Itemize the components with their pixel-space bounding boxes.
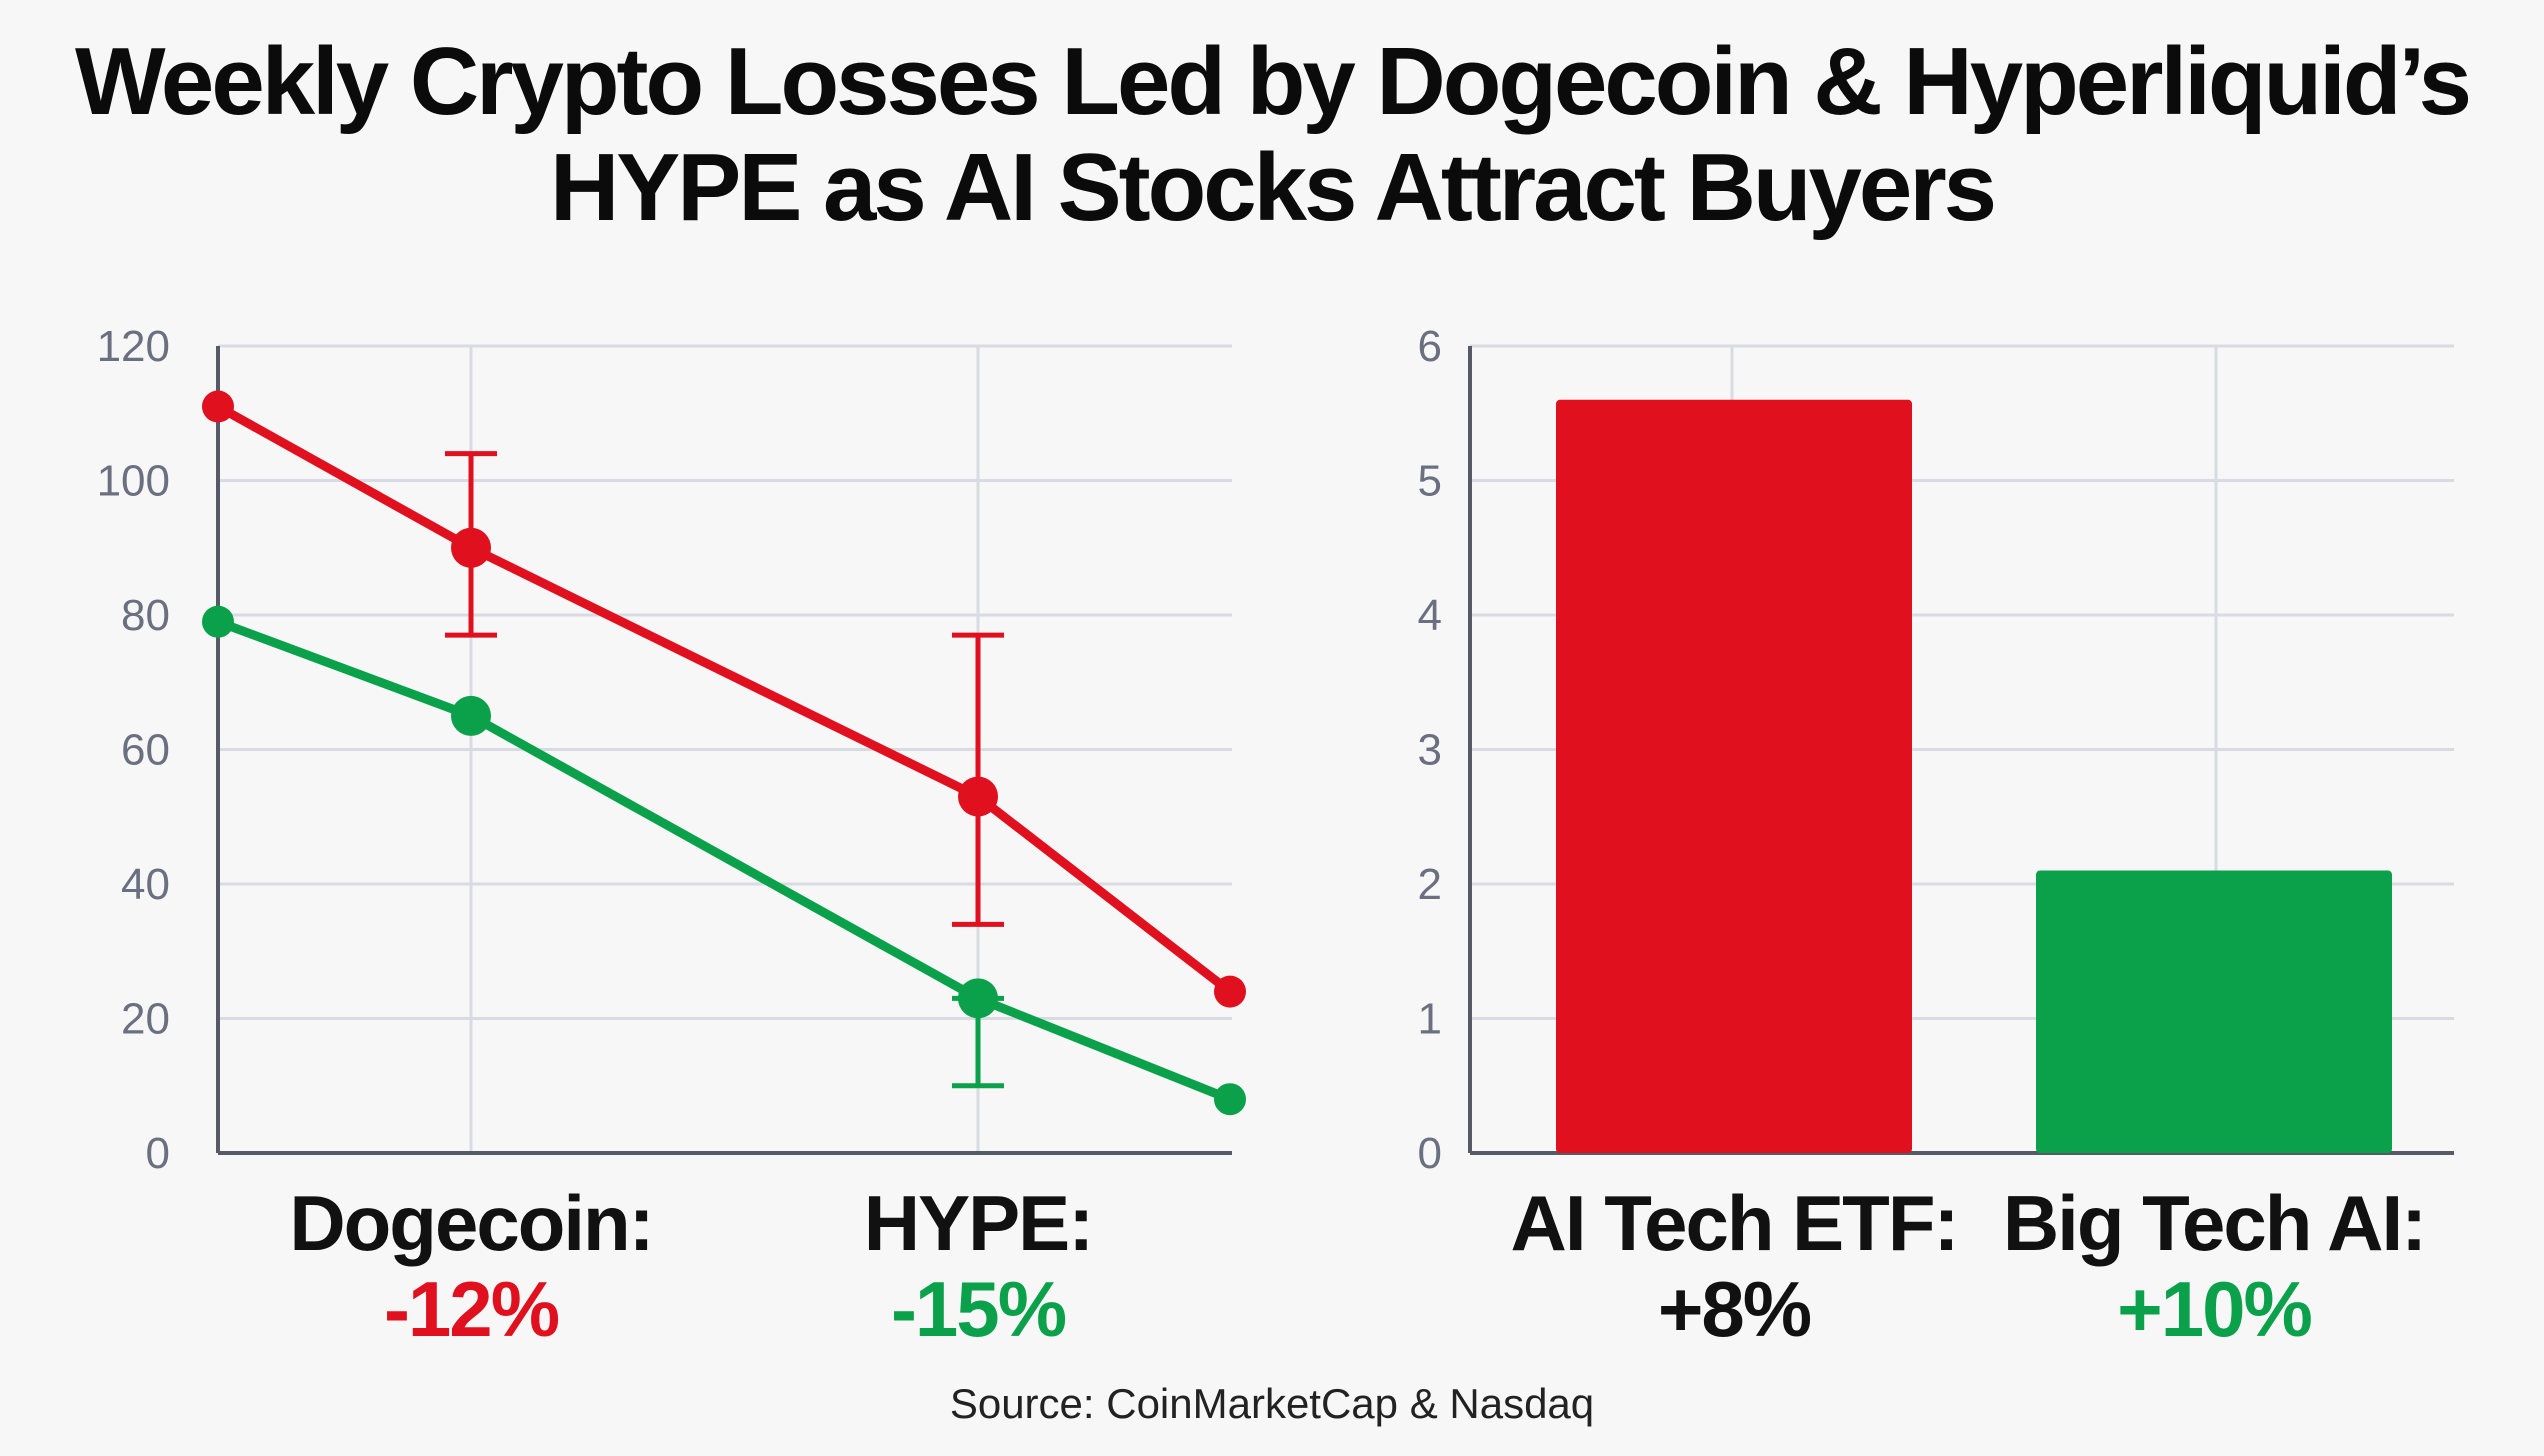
annotation-value: -12%: [384, 1265, 559, 1353]
annotation-value: +8%: [1658, 1265, 1811, 1353]
left-line-chart: 0 20 40 60 80 100 120 Dogecoin:-12% HYPE:-15%: [97, 322, 1246, 1353]
bar-1: [2036, 870, 2392, 1153]
data-point: [202, 605, 234, 638]
annotation-label: Dogecoin:: [289, 1179, 652, 1267]
chart-title-line-1: Weekly Crypto Losses Led by Dogecoin & H…: [75, 28, 2472, 135]
y-tick-label: 20: [121, 995, 170, 1044]
annotation-label: Big Tech AI:: [2003, 1179, 2425, 1267]
data-point: [451, 527, 491, 568]
data-point: [1214, 975, 1246, 1008]
y-tick-label: 60: [121, 726, 170, 775]
series-line-0: [215, 402, 1233, 996]
y-tick-label: 4: [1418, 591, 1442, 640]
y-tick-label: 6: [1418, 322, 1442, 371]
annotation-value: +10%: [2117, 1265, 2311, 1353]
data-point: [1214, 1083, 1246, 1116]
source-note: Source: CoinMarketCap & Nasdaq: [950, 1380, 1594, 1427]
annotation-label: AI Tech ETF:: [1511, 1179, 1958, 1267]
data-point: [958, 776, 998, 817]
data-point: [202, 390, 234, 423]
y-tick-label: 0: [1418, 1129, 1442, 1178]
annotation-label: HYPE:: [864, 1179, 1092, 1267]
annotation-value: -15%: [891, 1265, 1066, 1353]
y-tick-label: 1: [1418, 995, 1442, 1044]
right-bar-chart: 0 1 2 3 4 5 6 AI Tech ETF:+8% Big Tech AI:+10%: [1418, 322, 2454, 1353]
data-point: [451, 695, 491, 736]
y-tick-label: 0: [146, 1129, 170, 1178]
y-tick-label: 3: [1418, 726, 1442, 775]
y-tick-label: 40: [121, 860, 170, 909]
y-tick-label: 80: [121, 591, 170, 640]
bar-0: [1556, 399, 1912, 1153]
chart-title-line-2: HYPE as AI Stocks Attract Buyers: [549, 134, 1997, 241]
y-tick-label: 2: [1418, 860, 1442, 909]
y-tick-label: 100: [97, 457, 170, 506]
series-line-1: [216, 617, 1232, 1104]
y-tick-label: 5: [1418, 457, 1442, 506]
y-tick-label: 120: [97, 322, 170, 371]
data-point: [958, 978, 998, 1019]
